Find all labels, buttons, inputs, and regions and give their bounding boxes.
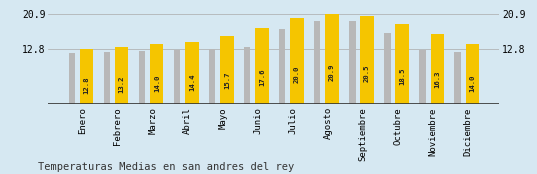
- Bar: [360, 16, 374, 104]
- Text: 14.0: 14.0: [469, 74, 475, 92]
- Text: 18.5: 18.5: [399, 68, 405, 85]
- Bar: [80, 49, 93, 104]
- Bar: [454, 52, 461, 104]
- Bar: [314, 21, 321, 104]
- Text: 14.0: 14.0: [154, 74, 160, 92]
- Bar: [69, 53, 75, 104]
- Text: 14.4: 14.4: [189, 74, 195, 91]
- Bar: [279, 29, 286, 104]
- Bar: [139, 51, 145, 104]
- Text: 16.3: 16.3: [434, 71, 440, 88]
- Bar: [291, 18, 303, 104]
- Text: 20.9: 20.9: [329, 64, 335, 81]
- Text: Temperaturas Medias en san andres del rey: Temperaturas Medias en san andres del re…: [38, 162, 294, 172]
- Text: 20.0: 20.0: [294, 65, 300, 83]
- Bar: [209, 49, 215, 104]
- Bar: [419, 50, 426, 104]
- Bar: [244, 47, 250, 104]
- Text: 17.6: 17.6: [259, 69, 265, 86]
- Bar: [384, 33, 390, 104]
- Text: 15.7: 15.7: [224, 72, 230, 89]
- Bar: [104, 52, 110, 104]
- Bar: [431, 34, 444, 104]
- Bar: [325, 14, 339, 104]
- Bar: [150, 44, 163, 104]
- Text: 12.8: 12.8: [84, 76, 90, 94]
- Bar: [349, 21, 355, 104]
- Bar: [174, 50, 180, 104]
- Bar: [115, 47, 128, 104]
- Text: 20.5: 20.5: [364, 65, 370, 82]
- Bar: [220, 36, 234, 104]
- Bar: [466, 44, 479, 104]
- Bar: [395, 24, 409, 104]
- Text: 13.2: 13.2: [119, 76, 125, 93]
- Bar: [185, 42, 199, 104]
- Bar: [255, 28, 268, 104]
